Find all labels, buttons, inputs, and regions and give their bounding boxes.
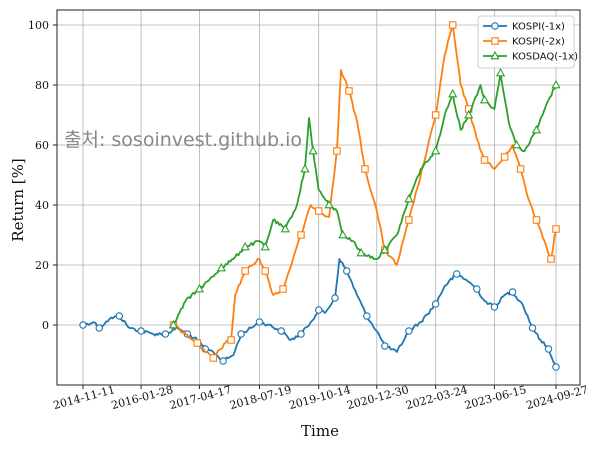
data-point-marker <box>361 165 369 173</box>
data-point-marker <box>314 306 323 314</box>
y-tick-label: 100 <box>28 19 49 32</box>
data-point-marker <box>380 244 390 254</box>
y-tick-label: 60 <box>35 139 49 152</box>
data-point-marker <box>464 109 474 119</box>
data-point-marker <box>531 124 542 134</box>
legend-entry: KOSDAQ(-1x) <box>483 50 578 63</box>
series-kosdaq-1x- <box>168 67 561 329</box>
data-point-marker <box>308 145 318 155</box>
y-axis-title: Return [%] <box>9 158 27 241</box>
data-point-marker <box>431 111 440 119</box>
watermark-text: 출처: sosoinvest.github.io <box>64 129 302 151</box>
data-point-marker <box>508 288 517 296</box>
data-point-marker <box>331 294 339 302</box>
legend-label: KOSPI(-2x) <box>512 37 565 48</box>
data-point-marker <box>405 216 413 224</box>
legend-label: KOSDAQ(-1x) <box>512 52 578 63</box>
data-point-marker <box>363 312 371 320</box>
y-tick-label: 0 <box>42 319 49 332</box>
data-point-marker <box>279 285 287 293</box>
data-point-marker <box>516 165 525 173</box>
data-point-marker <box>528 324 537 332</box>
data-point-marker <box>532 216 541 224</box>
data-point-marker <box>404 193 414 203</box>
legend-entry: KOSPI(-2x) <box>483 37 565 48</box>
data-point-marker <box>240 241 250 251</box>
data-point-marker <box>255 318 264 326</box>
legend-label: KOSPI(-1x) <box>512 22 565 33</box>
legend-marker <box>490 50 500 60</box>
data-point-marker <box>95 324 104 332</box>
data-point-marker <box>79 321 87 329</box>
series-line <box>172 24 557 359</box>
data-point-marker <box>551 79 561 89</box>
data-point-marker <box>431 145 441 155</box>
data-point-marker <box>453 270 461 278</box>
y-axis-ticks: 0 20 40 60 80 100 <box>28 19 57 332</box>
data-point-marker <box>194 283 205 293</box>
grid-lines <box>57 10 580 385</box>
data-point-marker <box>448 88 458 98</box>
data-point-marker <box>511 139 522 149</box>
data-point-marker <box>552 363 560 371</box>
data-point-marker <box>333 147 341 155</box>
data-point-marker <box>544 345 553 353</box>
data-point-marker <box>314 207 323 215</box>
data-point-marker <box>479 94 490 104</box>
data-point-marker <box>356 247 366 257</box>
data-point-marker <box>405 327 413 335</box>
data-point-marker <box>260 241 270 251</box>
data-point-marker <box>300 163 310 173</box>
data-point-marker <box>115 312 124 320</box>
data-point-marker <box>448 21 457 29</box>
data-point-marker <box>161 330 170 338</box>
y-tick-label: 40 <box>35 199 49 212</box>
data-point-marker <box>381 342 389 350</box>
series-layer <box>79 21 561 371</box>
data-point-marker <box>297 330 305 338</box>
data-point-marker <box>216 262 226 272</box>
data-point-marker <box>345 87 353 95</box>
data-point-marker <box>280 223 290 233</box>
y-tick-label: 20 <box>35 259 49 272</box>
data-point-marker <box>227 336 235 344</box>
legend-marker <box>491 37 499 45</box>
data-point-marker <box>480 156 489 164</box>
data-point-marker <box>241 267 249 275</box>
data-point-marker <box>495 67 506 77</box>
data-point-marker <box>277 327 285 335</box>
data-point-marker <box>261 267 269 275</box>
data-point-marker <box>431 300 440 308</box>
data-point-marker <box>237 330 245 338</box>
legend: KOSPI(-1x) KOSPI(-2x) KOSDAQ(-1x) <box>477 15 578 69</box>
data-point-marker <box>552 225 560 233</box>
legend-marker <box>491 22 499 30</box>
data-point-marker <box>219 357 227 365</box>
data-point-marker <box>193 339 202 347</box>
data-point-marker <box>500 153 509 161</box>
data-point-marker <box>137 327 145 335</box>
data-point-marker <box>209 354 218 362</box>
data-point-marker <box>490 303 499 311</box>
data-point-marker <box>547 255 555 263</box>
data-point-marker <box>297 231 305 239</box>
data-point-marker <box>343 267 351 275</box>
data-point-marker <box>168 319 179 329</box>
data-point-marker <box>473 285 481 293</box>
data-point-marker <box>338 229 348 239</box>
y-tick-label: 80 <box>35 79 49 92</box>
data-point-marker <box>324 199 334 209</box>
x-axis-title: Time <box>301 422 339 440</box>
legend-box <box>477 15 575 69</box>
legend-entry: KOSPI(-1x) <box>483 22 565 33</box>
